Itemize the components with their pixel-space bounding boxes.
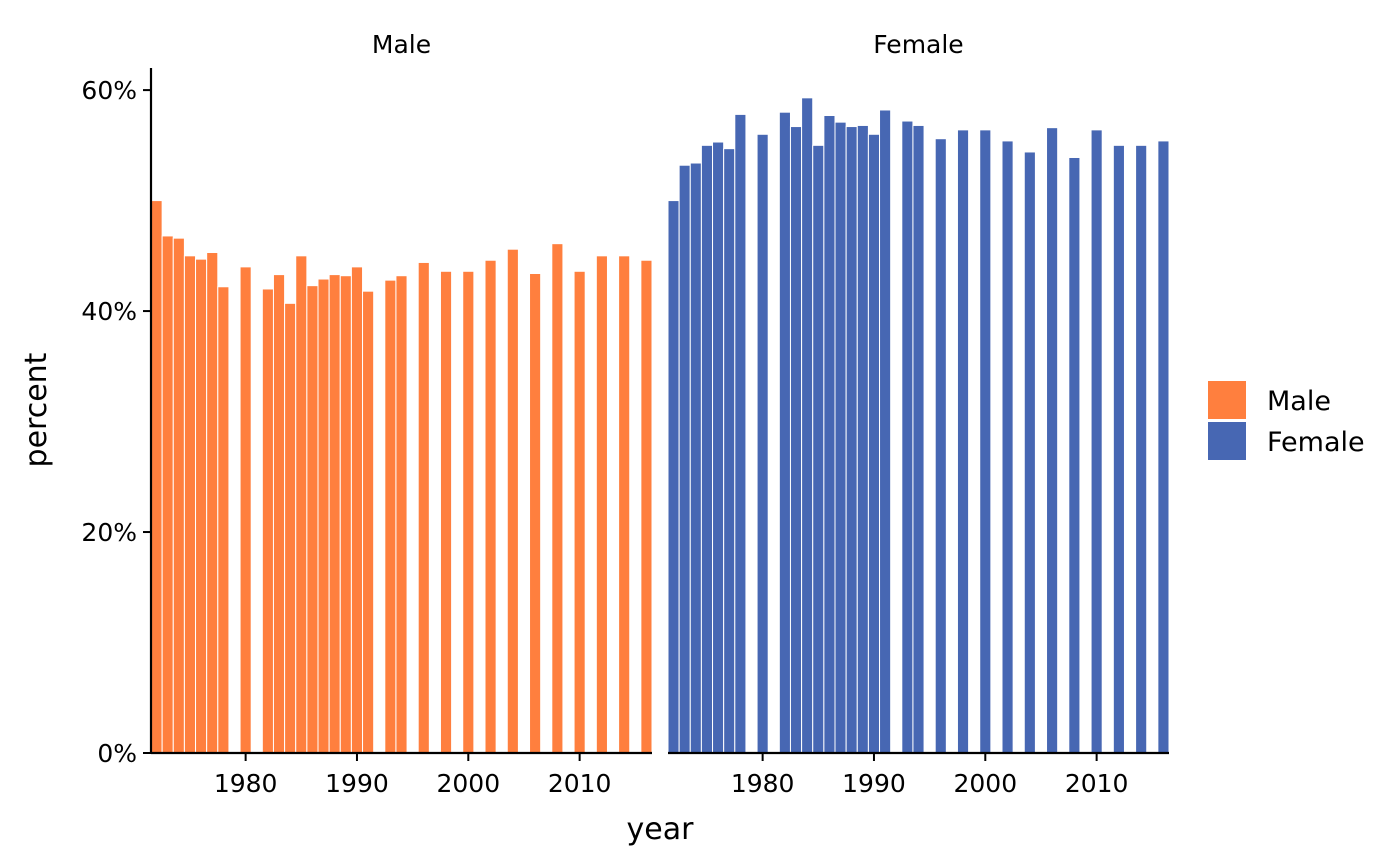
bar-male-1980 bbox=[239, 266, 252, 754]
bar-female-2016 bbox=[1157, 140, 1170, 754]
bar-male-1988 bbox=[328, 274, 341, 754]
legend: Male Female bbox=[1208, 381, 1365, 460]
bar-male-2002 bbox=[484, 259, 497, 754]
bar-female-2002 bbox=[1001, 140, 1014, 754]
bar-male-1973 bbox=[161, 235, 174, 754]
y-tick-label-0: 0% bbox=[97, 739, 137, 768]
bar-male-1974 bbox=[172, 237, 185, 754]
bar-male-1987 bbox=[317, 278, 330, 754]
bar-male-1991 bbox=[362, 290, 375, 754]
bar-male-2016 bbox=[640, 259, 653, 754]
bar-female-1976 bbox=[712, 141, 725, 754]
bar-female-1982 bbox=[778, 111, 791, 754]
bar-male-1975 bbox=[183, 255, 197, 754]
x-tick-label-female-1980: 1980 bbox=[731, 769, 795, 798]
bar-male-1990 bbox=[350, 266, 364, 754]
bar-female-2010 bbox=[1090, 129, 1103, 754]
bar-female-1985 bbox=[812, 144, 825, 754]
x-tick-label-male-1990: 1990 bbox=[325, 769, 389, 798]
y-axis-title: percent bbox=[19, 352, 54, 467]
bar-male-2004 bbox=[506, 248, 519, 754]
bar-female-1977 bbox=[723, 148, 736, 754]
bar-male-2012 bbox=[595, 255, 608, 754]
bar-male-2014 bbox=[618, 255, 631, 754]
bar-female-1993 bbox=[901, 120, 914, 754]
bar-male-2008 bbox=[551, 243, 564, 754]
bar-male-1976 bbox=[195, 258, 208, 754]
bar-male-2000 bbox=[462, 270, 475, 754]
legend-label-female: Female bbox=[1267, 427, 1365, 458]
y-tick-label-3: 60% bbox=[81, 76, 137, 105]
bar-female-1988 bbox=[845, 126, 858, 754]
y-tick-label-1: 20% bbox=[81, 518, 137, 547]
bar-female-2014 bbox=[1135, 144, 1148, 754]
bar-male-1989 bbox=[339, 275, 352, 754]
facet-panels: Male 1980 1990 2000 2010 Female 1980 1990 2000 20… bbox=[81, 30, 1170, 798]
facet-label-male: Male bbox=[372, 30, 431, 59]
bar-female-1972 bbox=[667, 200, 680, 754]
bar-female-2004 bbox=[1023, 151, 1036, 754]
bar-female-2008 bbox=[1068, 156, 1081, 754]
bar-female-1991 bbox=[879, 109, 892, 754]
bar-female-1980 bbox=[756, 133, 769, 754]
bar-female-2000 bbox=[979, 129, 992, 754]
bar-male-2010 bbox=[573, 270, 586, 754]
facet-label-female: Female bbox=[873, 30, 963, 59]
x-tick-label-male-1980: 1980 bbox=[214, 769, 278, 798]
bar-female-1978 bbox=[734, 113, 747, 754]
bar-female-2012 bbox=[1112, 144, 1125, 754]
x-tick-label-male-2010: 2010 bbox=[548, 769, 612, 798]
legend-swatch-male bbox=[1208, 381, 1246, 419]
bar-male-1996 bbox=[417, 261, 430, 754]
bar-female-1986 bbox=[823, 115, 836, 754]
bar-male-1977 bbox=[206, 252, 219, 754]
bar-male-1985 bbox=[295, 255, 308, 754]
bar-male-1993 bbox=[384, 279, 397, 754]
bar-male-1982 bbox=[261, 288, 274, 754]
bar-female-1983 bbox=[789, 126, 803, 754]
bar-male-1998 bbox=[439, 270, 453, 754]
bar-female-1984 bbox=[801, 97, 814, 754]
legend-label-male: Male bbox=[1267, 386, 1331, 417]
x-tick-label-male-2000: 2000 bbox=[436, 769, 500, 798]
bar-female-1998 bbox=[956, 129, 970, 754]
bar-female-1996 bbox=[934, 138, 947, 754]
bar-female-1987 bbox=[834, 121, 847, 754]
y-axis: 0% 20% 40% 60% bbox=[81, 68, 153, 768]
bar-male-2006 bbox=[529, 273, 542, 754]
bar-male-1978 bbox=[217, 286, 230, 754]
x-tick-label-female-2000: 2000 bbox=[953, 769, 1017, 798]
bar-female-1990 bbox=[867, 133, 881, 754]
panel-male: Male 1980 1990 2000 2010 bbox=[150, 30, 653, 798]
bar-male-1986 bbox=[306, 285, 319, 754]
bar-male-1983 bbox=[272, 274, 286, 754]
bar-male-1972 bbox=[150, 200, 163, 754]
bar-male-1984 bbox=[284, 302, 297, 754]
x-tick-label-female-2010: 2010 bbox=[1065, 769, 1129, 798]
bar-female-1989 bbox=[856, 124, 869, 754]
bar-female-1973 bbox=[678, 164, 691, 754]
bar-female-1975 bbox=[700, 144, 714, 754]
x-axis-title: year bbox=[627, 812, 695, 847]
y-tick-label-2: 40% bbox=[81, 297, 137, 326]
panel-female: Female 1980 1990 2000 2010 bbox=[667, 30, 1170, 798]
bar-female-1994 bbox=[912, 124, 925, 754]
bar-male-1994 bbox=[395, 275, 408, 754]
x-tick-label-female-1990: 1990 bbox=[842, 769, 906, 798]
bar-female-2006 bbox=[1046, 127, 1059, 754]
legend-swatch-female bbox=[1208, 422, 1246, 460]
bar-female-1974 bbox=[689, 162, 702, 754]
